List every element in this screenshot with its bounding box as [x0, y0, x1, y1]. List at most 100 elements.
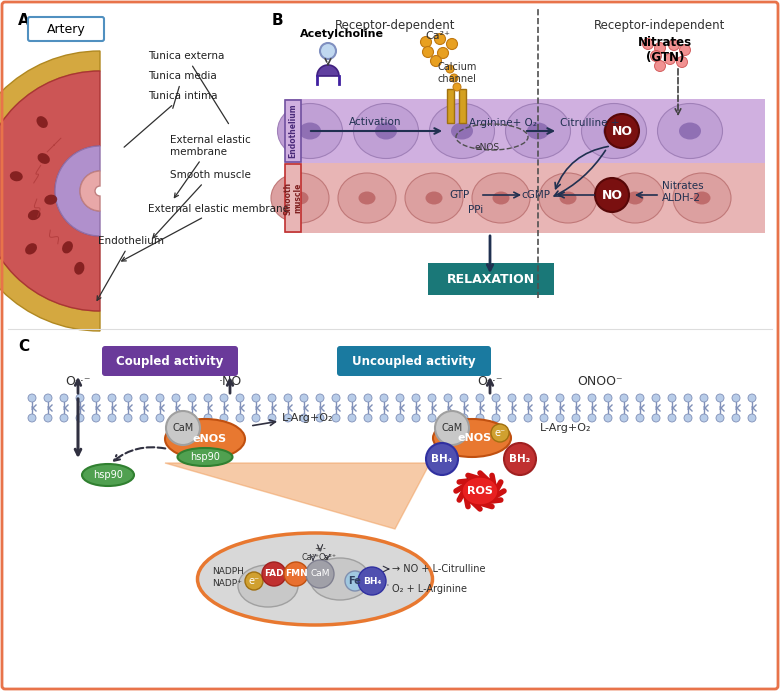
Circle shape [679, 44, 690, 55]
Circle shape [396, 394, 404, 402]
Text: FMN: FMN [285, 569, 307, 578]
FancyBboxPatch shape [337, 346, 491, 376]
Text: B: B [272, 13, 284, 28]
Ellipse shape [292, 191, 309, 205]
Circle shape [204, 394, 212, 402]
Circle shape [300, 414, 308, 422]
Circle shape [364, 414, 372, 422]
Circle shape [595, 178, 629, 212]
Text: Fe: Fe [349, 576, 361, 586]
Circle shape [300, 394, 308, 402]
Text: External elastic
membrane: External elastic membrane [170, 135, 250, 198]
Circle shape [668, 394, 676, 402]
Circle shape [636, 394, 644, 402]
Circle shape [684, 394, 692, 402]
Ellipse shape [353, 104, 419, 158]
Circle shape [700, 394, 708, 402]
Circle shape [188, 394, 196, 402]
Text: hsp90: hsp90 [190, 452, 220, 462]
Text: e⁻: e⁻ [249, 576, 260, 586]
Circle shape [643, 39, 654, 50]
Circle shape [108, 414, 116, 422]
Circle shape [588, 394, 596, 402]
Circle shape [636, 414, 644, 422]
Text: O₂ + L-Arginine: O₂ + L-Arginine [392, 584, 467, 594]
Text: Ca²⁺: Ca²⁺ [302, 553, 320, 562]
Text: Acetylcholine: Acetylcholine [300, 29, 384, 39]
Text: eNOS: eNOS [458, 433, 492, 443]
Circle shape [76, 414, 84, 422]
Circle shape [668, 39, 679, 50]
Text: Smooth muscle: Smooth muscle [153, 170, 251, 238]
Text: NO: NO [601, 189, 622, 202]
Circle shape [540, 414, 548, 422]
Text: +/-: +/- [314, 544, 326, 553]
Circle shape [605, 114, 639, 148]
Text: Ca²⁺: Ca²⁺ [426, 31, 451, 41]
Text: PPi: PPi [468, 205, 484, 215]
Circle shape [604, 394, 612, 402]
Polygon shape [165, 463, 430, 529]
Ellipse shape [238, 565, 298, 607]
Circle shape [60, 414, 68, 422]
Circle shape [684, 414, 692, 422]
Circle shape [284, 394, 292, 402]
Text: NADPH: NADPH [212, 567, 244, 576]
Text: NO: NO [612, 124, 633, 138]
Circle shape [364, 394, 372, 402]
Circle shape [380, 414, 388, 422]
Circle shape [320, 43, 336, 59]
Circle shape [572, 414, 580, 422]
Text: ONOO⁻: ONOO⁻ [577, 375, 622, 388]
Text: L-Arg+O₂: L-Arg+O₂ [540, 423, 591, 433]
Text: O₂·⁻: O₂·⁻ [477, 375, 503, 388]
Circle shape [396, 414, 404, 422]
Circle shape [28, 394, 36, 402]
Circle shape [556, 394, 564, 402]
Circle shape [732, 394, 740, 402]
Text: Endothelium: Endothelium [97, 236, 164, 301]
FancyBboxPatch shape [428, 263, 554, 295]
Circle shape [460, 394, 468, 402]
Text: Nitrates
ALDH-2: Nitrates ALDH-2 [662, 181, 704, 202]
Text: BH₂: BH₂ [509, 454, 530, 464]
Ellipse shape [606, 173, 664, 223]
Text: Smooth
muscle: Smooth muscle [283, 182, 303, 215]
Circle shape [268, 394, 276, 402]
Text: CaM: CaM [172, 423, 193, 433]
Wedge shape [0, 51, 100, 331]
Circle shape [428, 394, 436, 402]
Circle shape [716, 414, 724, 422]
Circle shape [262, 562, 286, 586]
Text: CaM: CaM [310, 569, 330, 578]
Text: Endothelium: Endothelium [289, 104, 297, 158]
Text: Arginine+ O₂: Arginine+ O₂ [469, 118, 537, 128]
Ellipse shape [62, 241, 73, 254]
Circle shape [748, 414, 756, 422]
Circle shape [358, 567, 386, 595]
Ellipse shape [178, 448, 232, 466]
Ellipse shape [10, 171, 23, 181]
Ellipse shape [673, 173, 731, 223]
Circle shape [588, 414, 596, 422]
Ellipse shape [338, 173, 396, 223]
Circle shape [460, 414, 468, 422]
Circle shape [220, 414, 228, 422]
Circle shape [508, 414, 516, 422]
Circle shape [651, 50, 661, 61]
Ellipse shape [527, 122, 549, 140]
Ellipse shape [426, 191, 442, 205]
Text: Activation: Activation [349, 117, 401, 127]
Ellipse shape [197, 533, 432, 625]
Circle shape [492, 414, 500, 422]
Circle shape [316, 394, 324, 402]
Ellipse shape [658, 104, 722, 158]
Circle shape [252, 414, 260, 422]
Circle shape [524, 394, 532, 402]
Text: eNOS: eNOS [193, 434, 227, 444]
Circle shape [412, 414, 420, 422]
Circle shape [620, 414, 628, 422]
Circle shape [332, 414, 340, 422]
Circle shape [316, 414, 324, 422]
Circle shape [748, 394, 756, 402]
